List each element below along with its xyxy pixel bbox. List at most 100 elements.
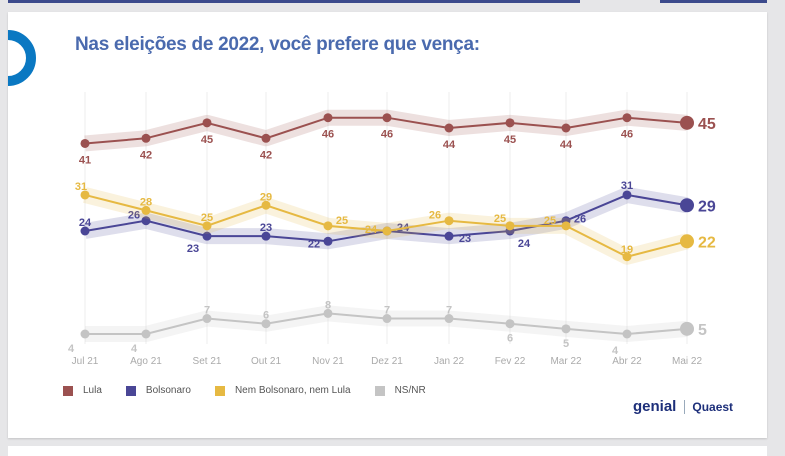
data-label: 45 (504, 134, 516, 146)
data-label: 22 (698, 234, 716, 251)
legend-item: Nem Bolsonaro, nem Lula (214, 385, 351, 396)
data-label: 42 (260, 149, 272, 161)
data-point (80, 138, 90, 148)
ring-logo-icon (8, 30, 36, 86)
legend-swatch (214, 385, 225, 396)
data-point (261, 319, 271, 329)
data-point (680, 198, 694, 213)
data-label: 4 (68, 343, 75, 355)
data-point (680, 234, 694, 249)
data-point (444, 216, 454, 226)
x-tick-label: Jan 22 (434, 356, 464, 367)
x-tick-label: Out 21 (251, 356, 281, 367)
data-label: 26 (128, 210, 140, 222)
data-label: 5 (563, 338, 569, 350)
legend-label: Lula (83, 385, 102, 396)
data-point (561, 324, 571, 334)
data-point (382, 113, 392, 123)
data-point (202, 221, 212, 231)
chart-title: Nas eleições de 2022, você prefere que v… (75, 34, 480, 55)
data-point (622, 113, 632, 123)
x-tick-label: Nov 21 (312, 356, 344, 367)
data-point (141, 205, 151, 215)
data-label: 7 (446, 305, 452, 317)
data-point (141, 216, 151, 226)
data-label: 23 (260, 222, 272, 234)
x-tick-label: Set 21 (193, 356, 222, 367)
x-tick-label: Mai 22 (672, 356, 702, 367)
data-point (382, 314, 392, 324)
data-label: 24 (518, 238, 531, 250)
data-point (202, 314, 212, 324)
data-label: 26 (429, 210, 441, 222)
line-chart: Jul 21 Ago 21 Set 21 Out 21 Nov 21 Dez 21 Jan … (68, 92, 716, 367)
data-point (202, 231, 212, 241)
data-point (561, 221, 571, 231)
legend-item: Lula (63, 385, 102, 396)
data-point (323, 236, 333, 246)
data-label: 46 (322, 129, 334, 141)
chart-card: Nas eleições de 2022, você prefere que v… (8, 12, 767, 438)
data-label: 25 (336, 215, 348, 227)
data-point (622, 190, 632, 200)
data-label: 41 (79, 154, 91, 166)
data-label: 7 (384, 305, 390, 317)
quaest-logo: Quaest (684, 399, 733, 414)
data-label: 25 (544, 215, 556, 227)
data-point (505, 221, 515, 231)
data-label: 6 (507, 333, 513, 345)
data-point (202, 118, 212, 128)
data-label: 42 (140, 149, 152, 161)
x-tick-label: Dez 21 (371, 356, 403, 367)
top-bar-right (660, 0, 767, 3)
legend: Lula Bolsonaro Nem Bolsonaro, nem Lula NS/N… (63, 385, 450, 396)
legend-item: Bolsonaro (125, 385, 191, 396)
data-label: 44 (443, 139, 456, 151)
data-point (80, 329, 90, 339)
data-point (80, 190, 90, 200)
x-tick-label: Jul 21 (72, 356, 99, 367)
data-label: 5 (698, 322, 707, 339)
data-label: 45 (201, 134, 213, 146)
x-tick-label: Abr 22 (612, 356, 642, 367)
top-bar (8, 0, 580, 3)
next-card (8, 446, 767, 456)
data-point (505, 118, 515, 128)
data-label: 19 (621, 244, 633, 256)
legend-swatch (125, 385, 136, 396)
data-point (680, 115, 694, 130)
data-point (444, 314, 454, 324)
data-label: 31 (621, 180, 633, 192)
data-point (622, 252, 632, 262)
data-point (323, 308, 333, 318)
data-label: 8 (325, 299, 331, 311)
data-point (444, 123, 454, 133)
data-point (141, 133, 151, 143)
data-label: 31 (75, 181, 87, 193)
x-tick-label: Ago 21 (130, 356, 162, 367)
data-label: 24 (365, 224, 378, 236)
data-label: 4 (612, 345, 619, 357)
data-label: 23 (187, 243, 199, 255)
data-label: 4 (131, 343, 138, 355)
data-point (444, 231, 454, 241)
genial-logo: genial (633, 398, 677, 415)
legend-label: Bolsonaro (145, 385, 191, 396)
data-label: 29 (260, 191, 272, 203)
data-label: 25 (201, 212, 213, 224)
x-tick-label: Mar 22 (550, 356, 582, 367)
data-point (505, 319, 515, 329)
legend-label: NS/NR (394, 385, 426, 396)
data-point (141, 329, 151, 339)
legend-swatch (374, 385, 385, 396)
x-tick-label: Fev 22 (495, 356, 526, 367)
data-label: 29 (698, 198, 716, 215)
data-label: 7 (204, 305, 210, 317)
logos: genial Quaest (633, 398, 733, 415)
data-point (323, 113, 333, 123)
data-label: 23 (459, 233, 471, 245)
data-point (382, 226, 392, 236)
data-point (261, 200, 271, 210)
data-label: 45 (698, 116, 716, 133)
data-label: 22 (308, 238, 320, 250)
